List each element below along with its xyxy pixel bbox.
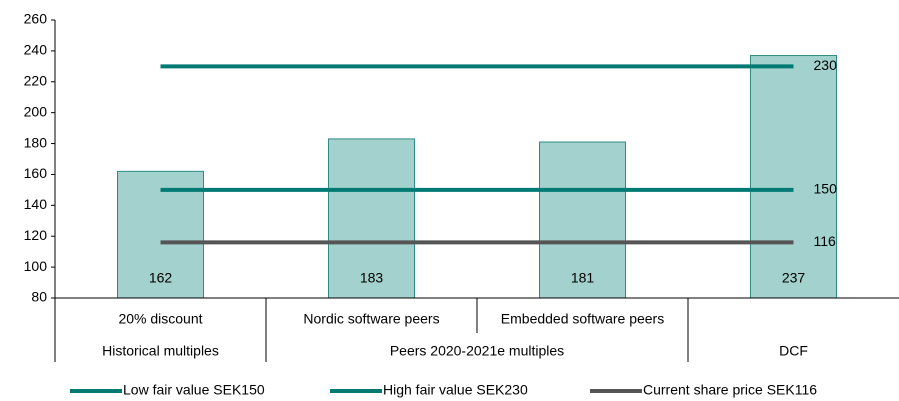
bar-value-label: 162	[149, 270, 173, 286]
group-label: Peers 2020-2021e multiples	[390, 343, 564, 359]
bar-value-label: 183	[360, 270, 384, 286]
legend-label: Current share price SEK116	[643, 382, 817, 398]
bar	[750, 55, 837, 299]
bar	[328, 138, 415, 299]
group-label: DCF	[779, 343, 808, 359]
x-tick-label: 20% discount	[118, 311, 202, 327]
bar	[117, 170, 204, 299]
y-tick-label: 180	[24, 134, 48, 150]
legend-label: Low fair value SEK150	[123, 382, 265, 398]
x-tick-label: Nordic software peers	[303, 311, 439, 327]
y-tick-label: 120	[24, 227, 48, 243]
bar-value-label: 181	[571, 270, 595, 286]
legend-label: High fair value SEK230	[383, 382, 528, 398]
y-tick-label: 80	[31, 289, 47, 305]
y-tick-label: 260	[24, 11, 48, 27]
y-tick-label: 240	[24, 42, 48, 58]
x-tick-label: Embedded software peers	[501, 311, 664, 327]
group-label: Historical multiples	[102, 343, 219, 359]
y-tick-label: 220	[24, 72, 48, 88]
y-tick-label: 160	[24, 165, 48, 181]
reference-line-label: 230	[814, 57, 838, 73]
reference-line-label: 150	[814, 181, 838, 197]
y-tick-label: 200	[24, 103, 48, 119]
reference-line-label: 116	[814, 233, 837, 249]
y-tick-label: 140	[24, 196, 48, 212]
y-tick-label: 100	[24, 258, 48, 274]
bar-value-label: 237	[782, 270, 806, 286]
